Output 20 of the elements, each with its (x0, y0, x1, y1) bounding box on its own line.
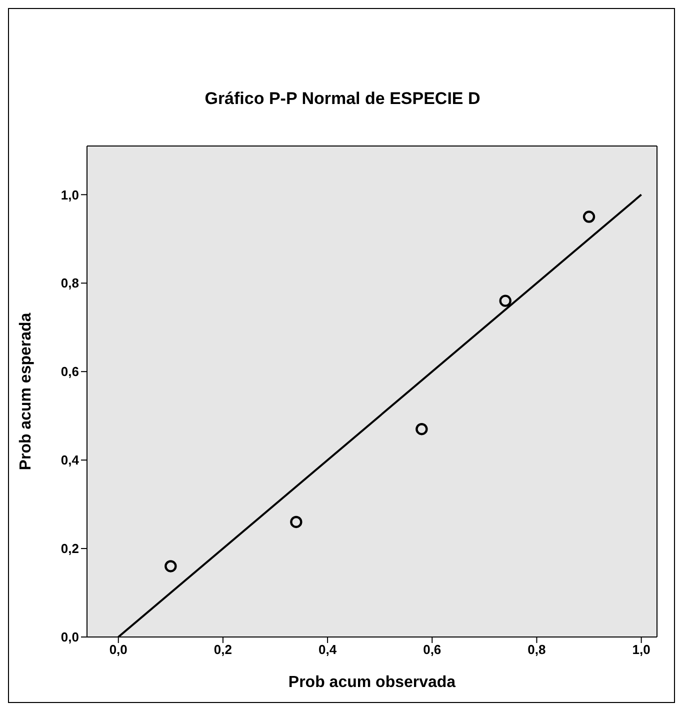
x-tick-label: 0,8 (528, 642, 546, 658)
y-tick-label: 0,0 (60, 630, 79, 645)
point (582, 210, 596, 223)
point (499, 294, 512, 307)
x-tick-label: 0,0 (109, 642, 128, 658)
y-tick-label: 1,0 (60, 187, 79, 202)
y-tick-label: 0,4 (60, 452, 80, 468)
x-tick-label: 0,6 (423, 642, 442, 658)
x-tick-label: 0,2 (214, 642, 232, 658)
x-axis-title: Prob acum observada (288, 674, 456, 691)
x-tick-label: 1,0 (632, 642, 650, 658)
y-tick-label: 0,8 (60, 276, 79, 291)
y-axis-title: Prob acum esperada (18, 312, 35, 470)
point (290, 516, 302, 528)
chart-title: Gráfico P-P Normal de ESPECIE D (204, 89, 482, 109)
y-tick-label: 0,2 (60, 541, 79, 556)
point (164, 560, 177, 572)
point (416, 423, 428, 436)
x-tick-label: 0,4 (318, 642, 338, 658)
y-tick-label: 0,6 (60, 364, 79, 380)
